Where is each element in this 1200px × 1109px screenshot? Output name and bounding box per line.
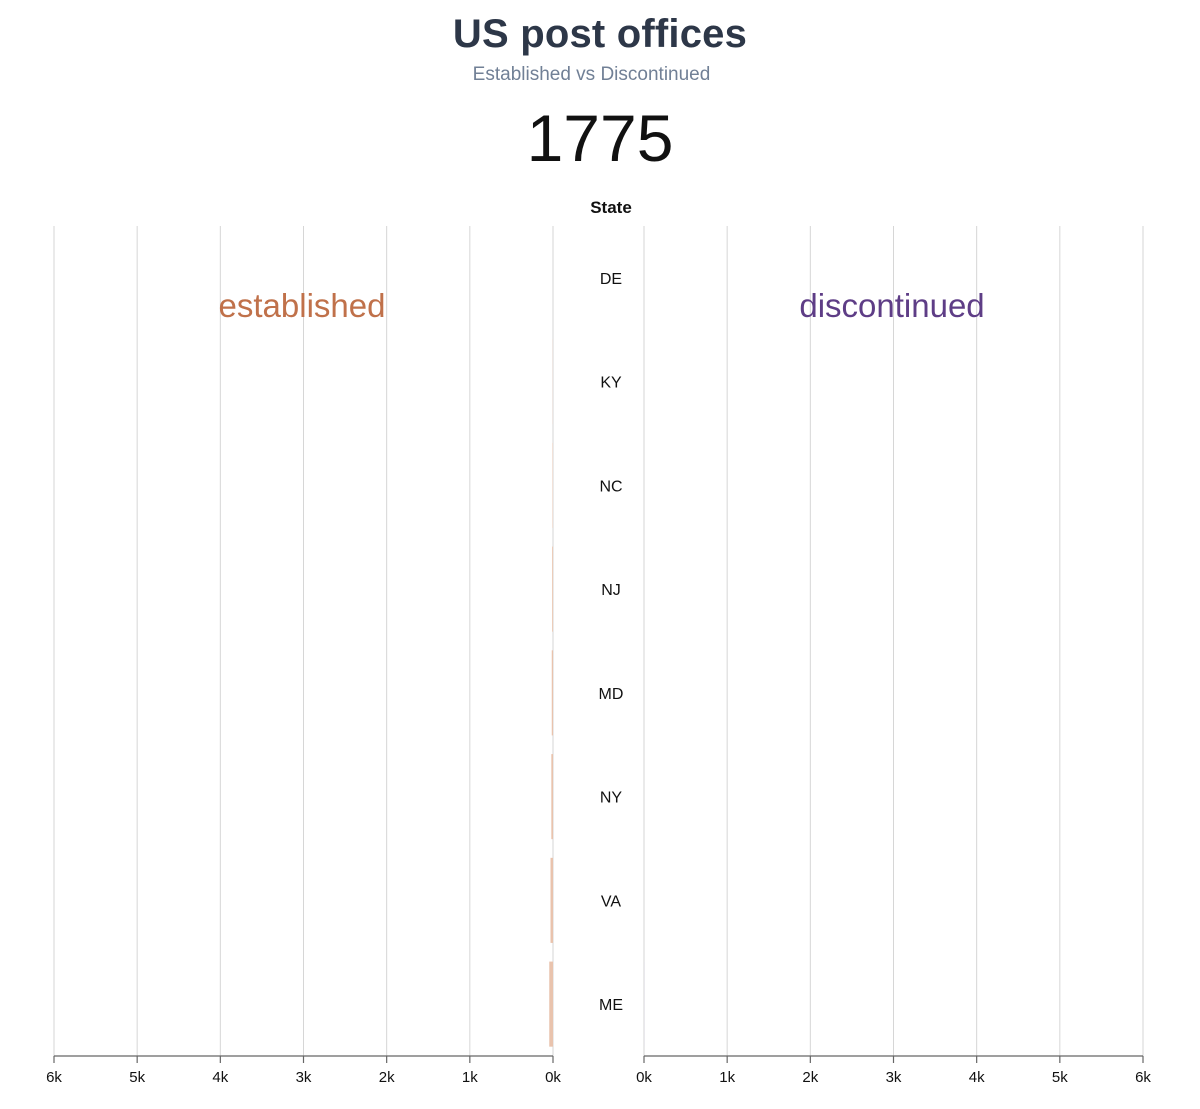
category-label-DE: DE (600, 271, 622, 288)
category-label-NY: NY (600, 790, 623, 807)
tick-label-established-1k: 1k (462, 1069, 478, 1086)
category-label-KY: KY (600, 375, 622, 392)
category-label-ME: ME (599, 997, 623, 1014)
tick-label-discontinued-4k: 4k (969, 1069, 985, 1086)
chart-subtitle: Established vs Discontinued (472, 64, 711, 85)
tick-label-discontinued-3k: 3k (886, 1069, 902, 1086)
category-label-NJ: NJ (601, 582, 621, 599)
established-panel-label: established (219, 287, 386, 324)
category-axis-title: State (590, 198, 632, 217)
tick-label-discontinued-5k: 5k (1052, 1069, 1068, 1086)
chart-title: US post offices (452, 12, 748, 56)
tick-label-established-3k: 3k (296, 1069, 312, 1086)
tick-label-discontinued-6k: 6k (1135, 1069, 1151, 1086)
tick-label-established-2k: 2k (379, 1069, 395, 1086)
bar-established-NJ (552, 546, 553, 632)
bar-established-ME (549, 961, 553, 1047)
tick-label-established-5k: 5k (129, 1069, 145, 1086)
tick-label-established-6k: 6k (46, 1069, 62, 1086)
discontinued-panel-label: discontinued (799, 287, 984, 324)
tick-label-discontinued-2k: 2k (802, 1069, 818, 1086)
category-label-NC: NC (599, 478, 622, 495)
grid-layer (53, 226, 1144, 1056)
tick-label-discontinued-1k: 1k (719, 1069, 735, 1086)
category-label-MD: MD (599, 686, 624, 703)
bars-layer (549, 339, 645, 1047)
year-indicator: 1775 (526, 101, 674, 175)
tick-label-established-4k: 4k (212, 1069, 228, 1086)
tick-label-established-0k: 0k (545, 1069, 561, 1086)
category-label-VA: VA (601, 893, 621, 910)
bar-established-MD (551, 650, 553, 736)
bar-established-NY (551, 754, 553, 840)
bar-established-VA (550, 857, 553, 943)
tick-label-discontinued-0k: 0k (636, 1069, 652, 1086)
axis-layer: DE KY NC NJ MD NY VA ME 0k 0k 1k 1k 2k 2k 3k 3k 4k 4k 5k 5k… (46, 271, 1151, 1086)
